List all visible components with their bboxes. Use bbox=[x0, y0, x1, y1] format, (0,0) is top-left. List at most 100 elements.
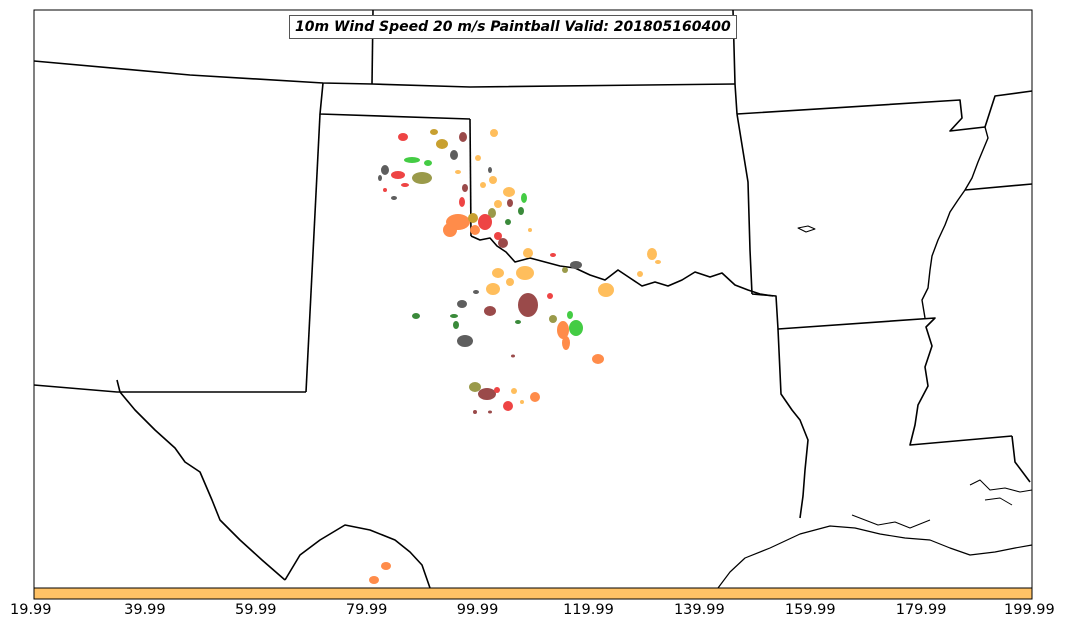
boundary-mo-ar bbox=[736, 99, 986, 132]
blob-brown bbox=[478, 388, 496, 400]
colorbar-tick-label: 159.99 bbox=[784, 602, 836, 618]
blob-brown bbox=[484, 306, 496, 316]
blob-gray bbox=[381, 165, 389, 175]
blob-brown bbox=[511, 354, 515, 358]
blob-light-orange bbox=[503, 187, 515, 197]
blob-olive bbox=[549, 315, 557, 323]
blob-gray bbox=[473, 290, 479, 294]
blob-brown bbox=[459, 132, 467, 142]
blob-gray bbox=[391, 196, 397, 200]
blob-gray bbox=[570, 261, 582, 269]
colorbar bbox=[33, 587, 1033, 600]
blob-olive bbox=[562, 267, 568, 273]
blob-red bbox=[383, 188, 387, 192]
state-boundaries bbox=[33, 9, 1033, 589]
boundary-tx-la bbox=[777, 328, 809, 519]
blob-red bbox=[478, 214, 492, 230]
boundary-tn-ms bbox=[964, 183, 1033, 191]
blob-brown bbox=[498, 238, 508, 248]
paintball-blobs bbox=[369, 129, 661, 584]
blob-light-orange bbox=[598, 283, 614, 297]
blob-green bbox=[567, 311, 573, 319]
blob-olive bbox=[488, 208, 496, 218]
blob-orange bbox=[470, 225, 480, 235]
river-mississippi bbox=[921, 126, 989, 319]
map-title: 10m Wind Speed 20 m/s Paintball Valid: 2… bbox=[289, 15, 737, 39]
blob-red bbox=[494, 232, 502, 240]
blob-red bbox=[547, 293, 553, 299]
blob-orange bbox=[369, 576, 379, 584]
boundary-ms-la bbox=[1011, 435, 1031, 483]
blob-green bbox=[569, 320, 583, 336]
blob-light-orange bbox=[480, 182, 486, 188]
colorbar-tick-label: 19.99 bbox=[10, 602, 52, 618]
blob-dark-green bbox=[518, 207, 524, 215]
blob-olive bbox=[412, 172, 432, 184]
boundary-north-line bbox=[33, 60, 736, 88]
blob-dark-green bbox=[453, 321, 459, 329]
boundary-tx-west bbox=[116, 379, 286, 581]
blob-light-orange bbox=[492, 268, 504, 278]
blob-gold bbox=[430, 129, 438, 135]
blob-light-orange bbox=[655, 260, 661, 264]
gulf-coastline-islands bbox=[851, 479, 1033, 529]
gulf-coastline bbox=[717, 525, 1033, 589]
blob-red bbox=[503, 401, 513, 411]
blob-red bbox=[550, 253, 556, 257]
blob-light-orange bbox=[494, 200, 502, 208]
blob-gray bbox=[488, 167, 492, 173]
boundary-ok-ar bbox=[736, 113, 753, 295]
blob-light-orange bbox=[511, 388, 517, 394]
boundary-ar-la bbox=[751, 293, 1013, 446]
boundary-red-river bbox=[470, 235, 774, 297]
colorbar-tick-label: 139.99 bbox=[673, 602, 725, 618]
boundary-nm-south bbox=[33, 384, 306, 393]
blob-light-orange bbox=[490, 129, 498, 137]
colorbar-tick-label: 59.99 bbox=[235, 602, 277, 618]
blob-dark-green bbox=[450, 314, 458, 318]
blob-gold bbox=[436, 139, 448, 149]
blob-orange bbox=[557, 321, 569, 339]
blob-light-orange bbox=[489, 176, 497, 184]
blob-light-orange bbox=[516, 266, 534, 280]
colorbar-tick-label: 119.99 bbox=[563, 602, 614, 618]
blob-light-orange bbox=[647, 248, 657, 260]
boundary-ky-tn bbox=[984, 90, 1033, 128]
blob-dark-green bbox=[412, 313, 420, 319]
blob-light-orange bbox=[455, 170, 461, 174]
blob-light-orange bbox=[528, 228, 532, 232]
blob-red bbox=[494, 387, 500, 393]
blob-red bbox=[391, 171, 405, 179]
blob-dark-green bbox=[505, 219, 511, 225]
blob-green bbox=[424, 160, 432, 166]
colorbar-tick-label: 79.99 bbox=[345, 602, 388, 618]
colorbar-tick-label: 179.99 bbox=[895, 602, 947, 618]
blob-brown bbox=[488, 410, 492, 414]
blob-gray bbox=[450, 150, 458, 160]
blob-light-orange bbox=[506, 278, 514, 286]
blob-red bbox=[398, 133, 408, 141]
blob-orange bbox=[381, 562, 391, 570]
boundary-mexico bbox=[284, 524, 431, 589]
blob-red bbox=[401, 183, 409, 187]
blob-green bbox=[515, 320, 521, 324]
blob-light-orange bbox=[486, 283, 500, 295]
blob-brown bbox=[473, 410, 477, 414]
blob-red bbox=[459, 197, 465, 207]
blob-gray bbox=[457, 300, 467, 308]
colorbar-tick-label: 199.99 bbox=[1004, 602, 1055, 618]
blob-gray bbox=[457, 335, 473, 347]
blob-orange bbox=[592, 354, 604, 364]
blob-green bbox=[404, 157, 420, 163]
blob-brown bbox=[507, 199, 513, 207]
blob-green bbox=[521, 193, 527, 203]
blob-brown bbox=[462, 184, 468, 192]
lake-island bbox=[797, 225, 816, 233]
blob-gray bbox=[378, 175, 382, 181]
boundary-nm-east bbox=[305, 113, 321, 393]
colorbar-tick-label: 99.99 bbox=[456, 602, 499, 618]
colorbar-tick-label: 39.99 bbox=[124, 602, 166, 618]
blob-orange bbox=[562, 336, 570, 350]
blob-brown bbox=[518, 293, 538, 317]
